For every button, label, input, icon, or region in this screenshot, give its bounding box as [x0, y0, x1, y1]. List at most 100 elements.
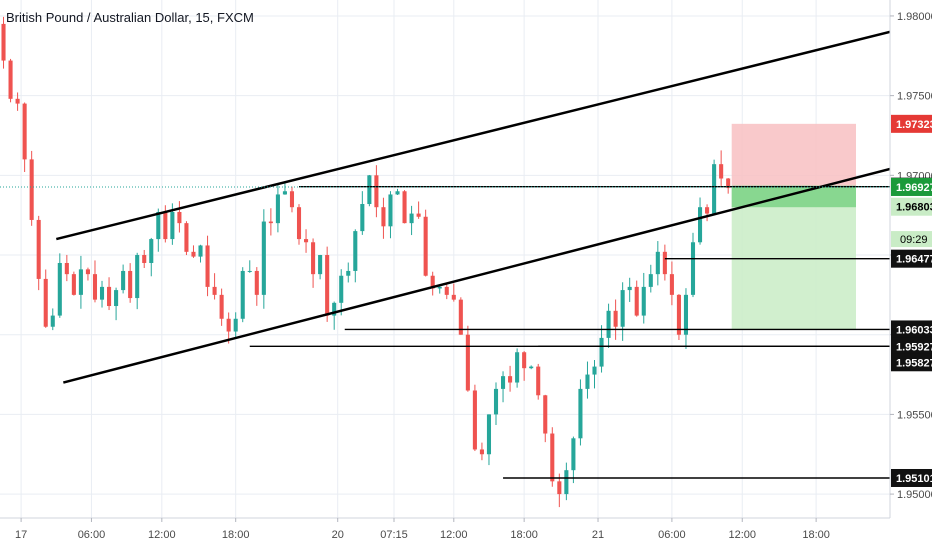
position-price-tag: 1.97323 — [896, 119, 932, 131]
candle-body — [36, 219, 41, 279]
candle-body — [719, 164, 724, 179]
candle-body — [705, 207, 710, 214]
candle-body — [606, 310, 611, 338]
candle-body — [409, 213, 414, 224]
candle-body — [311, 242, 316, 275]
candle-body — [339, 275, 344, 303]
countdown-label: 09:29 — [900, 234, 928, 246]
candle-body — [634, 286, 639, 316]
candle-body — [557, 481, 562, 495]
candle-body — [191, 251, 196, 257]
level-price-tag-bg — [891, 320, 932, 339]
level-price-tag: 1.95827 — [896, 357, 932, 369]
candle-body — [388, 194, 393, 227]
candle-body — [304, 239, 309, 243]
position-tool — [731, 123, 856, 330]
candle-body — [522, 352, 527, 369]
position-price-tag: 1.96803 — [896, 202, 932, 214]
time-tick-label: 21 — [592, 529, 604, 541]
candle-body — [268, 221, 273, 224]
axis-corner — [890, 518, 932, 550]
candle-body — [613, 310, 618, 327]
candle-body — [43, 278, 48, 327]
time-tick-label: 18:00 — [802, 529, 830, 541]
candles — [1, 16, 731, 508]
time-tick-label: 12:00 — [148, 529, 176, 541]
time-tick-label: 18:00 — [222, 529, 250, 541]
candle-body — [64, 262, 69, 275]
candle-body — [247, 270, 252, 272]
candle-body — [648, 274, 653, 287]
candle-body — [50, 315, 55, 327]
time-tick-label: 12:00 — [728, 529, 756, 541]
candle-body — [57, 262, 62, 316]
candle-body — [15, 98, 20, 104]
candle-body — [669, 274, 674, 295]
candle-body — [564, 470, 569, 495]
candle-body — [121, 270, 126, 291]
price-tick-label: 1.95000 — [897, 489, 932, 501]
candle-body — [233, 318, 238, 332]
candle-body — [71, 274, 76, 295]
candle-body — [332, 302, 337, 316]
position-price-tag: 1.96927 — [896, 182, 932, 194]
level-price-tag-bg — [891, 468, 932, 487]
trend-channel — [55, 30, 891, 384]
candle-body — [177, 211, 182, 224]
candle-body — [536, 366, 541, 396]
level-price-tag-bg — [891, 337, 932, 356]
candle-body — [261, 221, 266, 295]
time-tick-label: 06:00 — [658, 529, 686, 541]
candle-body — [205, 245, 210, 287]
candle-body — [170, 211, 175, 240]
candle-body — [78, 269, 83, 295]
candle-body — [508, 376, 513, 383]
candle-body — [367, 175, 372, 205]
candle-body — [318, 255, 323, 275]
candle-body — [550, 433, 555, 482]
level-price-tag-bg — [891, 353, 932, 372]
price-tick-label: 1.97500 — [897, 91, 932, 103]
candle-body — [289, 191, 295, 208]
candle-body — [240, 270, 245, 319]
candle-body — [92, 274, 98, 300]
candle-body — [690, 242, 696, 295]
candle-body — [578, 388, 583, 439]
candle-body — [156, 211, 161, 240]
candle-body — [465, 334, 470, 391]
countdown-bg — [891, 231, 932, 248]
candle-body — [107, 286, 112, 307]
level-price-tag-bg — [891, 249, 932, 268]
candle-body — [114, 290, 119, 307]
candle-body — [184, 223, 189, 252]
candle-body — [325, 255, 330, 316]
channel-lower-line — [63, 167, 891, 384]
candle-body — [543, 395, 548, 434]
candle-body — [128, 270, 133, 299]
candle-body — [592, 366, 597, 375]
candle-body — [571, 438, 576, 471]
candle-body — [1, 23, 6, 61]
candle-body — [346, 270, 351, 276]
candle-body — [402, 191, 407, 224]
candle-body — [620, 290, 625, 327]
price-tick-label: 1.98000 — [897, 11, 932, 23]
candle-body — [501, 376, 506, 389]
candle-body — [655, 251, 660, 275]
candle-body — [212, 286, 217, 295]
candle-body — [486, 414, 492, 455]
candle-body — [99, 286, 105, 300]
candle-body — [226, 318, 231, 332]
candle-body — [676, 294, 681, 335]
candle-body — [444, 286, 449, 295]
time-tick-label: 06:00 — [78, 529, 106, 541]
stop-loss-zone — [731, 123, 856, 187]
candle-body — [641, 286, 646, 316]
time-tick-label: 20 — [332, 529, 344, 541]
candle-body — [585, 374, 590, 389]
candle-body — [726, 178, 731, 189]
candle-body — [374, 175, 379, 208]
candle-body — [381, 207, 386, 227]
